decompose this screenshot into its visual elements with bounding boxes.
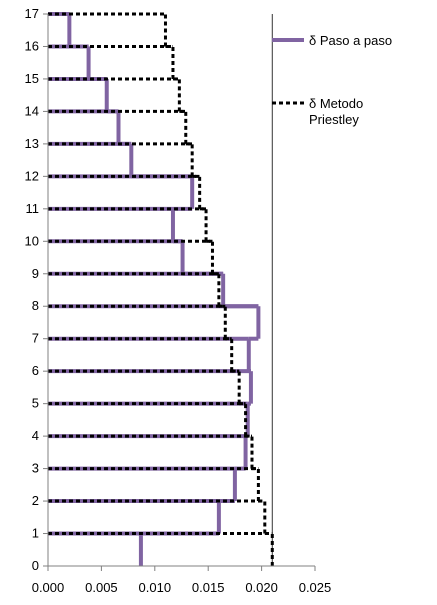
y-tick-label: 4 bbox=[32, 428, 39, 443]
x-tick-label: 0.025 bbox=[299, 580, 332, 595]
x-axis: 0.000 0.005 0.010 0.015 0.020 0.025 bbox=[32, 565, 332, 595]
legend-label-priestley: δ Metodo Priestley bbox=[309, 96, 367, 127]
x-tick-label: 0.005 bbox=[85, 580, 118, 595]
x-tick-label: 0.015 bbox=[192, 580, 225, 595]
legend: δ Paso a paso δ Metodo Priestley bbox=[272, 33, 392, 127]
y-tick-label: 1 bbox=[32, 526, 39, 541]
legend-label-priestley-line2: Priestley bbox=[309, 112, 359, 127]
y-tick-label: 14 bbox=[25, 103, 39, 118]
y-tick-label: 5 bbox=[32, 396, 39, 411]
legend-label-priestley-line1: δ Metodo bbox=[309, 96, 363, 111]
y-tick-label: 6 bbox=[32, 363, 39, 378]
x-tick-label: 0.000 bbox=[32, 580, 65, 595]
y-tick-label: 11 bbox=[26, 201, 40, 216]
y-tick-label: 12 bbox=[25, 168, 39, 183]
y-tick-label: 3 bbox=[32, 461, 39, 476]
y-tick-label: 17 bbox=[25, 6, 39, 21]
y-tick-label: 13 bbox=[25, 136, 39, 151]
y-tick-label: 10 bbox=[25, 233, 39, 248]
y-tick-label: 9 bbox=[32, 266, 39, 281]
y-tick-label: 8 bbox=[32, 298, 39, 313]
legend-label-paso-a-paso: δ Paso a paso bbox=[309, 33, 392, 48]
x-tick-label: 0.020 bbox=[245, 580, 278, 595]
y-tick-label: 2 bbox=[32, 493, 39, 508]
y-tick-label: 0 bbox=[32, 558, 39, 573]
y-tick-label: 7 bbox=[32, 331, 39, 346]
y-tick-label: 15 bbox=[25, 71, 39, 86]
y-tick-label: 16 bbox=[25, 38, 39, 53]
plot-area bbox=[48, 12, 274, 566]
x-tick-label: 0.010 bbox=[139, 580, 172, 595]
